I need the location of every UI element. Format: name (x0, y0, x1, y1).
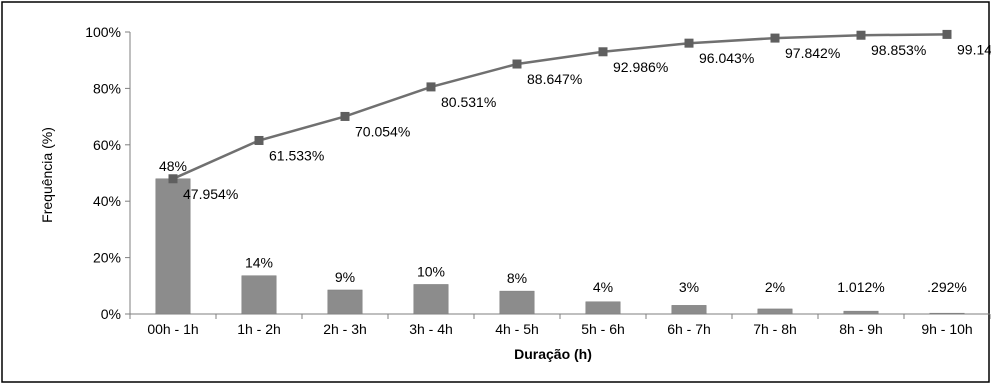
bar (671, 305, 707, 315)
line-marker (598, 47, 608, 57)
bar-data-label: 48% (159, 158, 187, 174)
bar (929, 312, 965, 315)
bar (413, 284, 449, 315)
line-marker (426, 82, 436, 92)
bar-data-label: 1.012% (837, 279, 884, 295)
line-data-label: 92.986% (613, 59, 668, 75)
line-data-label: 61.533% (269, 147, 324, 163)
y-tick-label: 100% (85, 24, 121, 40)
bar (843, 310, 879, 315)
line-marker (942, 29, 952, 39)
bar (155, 178, 191, 315)
bar (585, 301, 621, 315)
line-data-label: 99.146% (957, 41, 991, 57)
x-tick-label: 9h - 10h (921, 321, 972, 337)
bar-data-label: 8% (507, 270, 527, 286)
bar (499, 290, 535, 315)
line-marker (856, 30, 866, 40)
x-tick-label: 5h - 6h (581, 321, 625, 337)
line-data-label: 88.647% (527, 71, 582, 87)
x-tick-label: 6h - 7h (667, 321, 711, 337)
x-axis-title: Duração (h) (514, 346, 592, 362)
bar (757, 308, 793, 315)
bar-data-label: .292% (927, 279, 967, 295)
bar-data-label: 2% (765, 279, 785, 295)
x-tick-label: 7h - 8h (753, 321, 797, 337)
line-marker (340, 111, 350, 121)
bar-data-label: 9% (335, 269, 355, 285)
y-tick-label: 40% (93, 193, 121, 209)
y-tick-label: 20% (93, 250, 121, 266)
line-data-label: 98.853% (871, 42, 926, 58)
bar-series (155, 178, 965, 315)
line-data-label: 96.043% (699, 50, 754, 66)
line-data-label: 47.954% (183, 186, 238, 202)
y-axis-title: Frequência (%) (39, 127, 55, 223)
line-data-label: 70.054% (355, 123, 410, 139)
x-tick-label: 2h - 3h (323, 321, 367, 337)
y-tick-label: 0% (101, 306, 121, 322)
cumulative-line (172, 33, 948, 180)
y-tick-label: 80% (93, 80, 121, 96)
x-tick-label: 3h - 4h (409, 321, 453, 337)
y-axis: 0% 20% 40% 60% 80% 100% (85, 24, 131, 322)
bar (327, 289, 363, 315)
x-tick-label: 00h - 1h (147, 321, 198, 337)
bar-data-label: 10% (417, 263, 445, 279)
cumulative-line-series (168, 29, 952, 184)
line-marker (254, 135, 264, 145)
line-data-label: 80.531% (441, 94, 496, 110)
bar-data-label: 4% (593, 279, 613, 295)
y-tick-label: 60% (93, 137, 121, 153)
line-marker (512, 59, 522, 69)
line-marker (168, 174, 178, 184)
data-labels: 48% 14% 9% 10% 8% 4% 3% 2% 1.012% .292% 47.954% 61.… (159, 41, 991, 295)
line-marker (684, 38, 694, 48)
bar (241, 275, 277, 315)
line-marker (770, 33, 780, 43)
bar-data-label: 3% (679, 279, 699, 295)
x-tick-label: 1h - 2h (237, 321, 281, 337)
x-tick-label: 4h - 5h (495, 321, 539, 337)
bar-data-label: 14% (245, 255, 273, 271)
line-data-label: 97.842% (785, 45, 840, 61)
x-tick-label: 8h - 9h (839, 321, 883, 337)
